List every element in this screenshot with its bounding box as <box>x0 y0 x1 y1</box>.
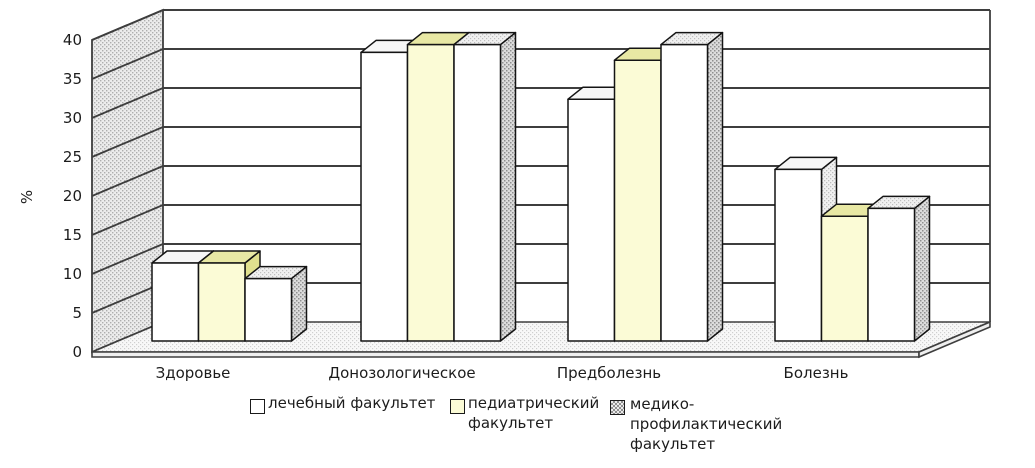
category-label: Болезнь <box>784 364 849 382</box>
legend-label: педиатрический факультет <box>468 394 600 432</box>
floor-slab-front <box>91 351 920 358</box>
legend-swatch-yellow <box>450 399 465 414</box>
chart-axis-text: 0 5 10 15 20 25 30 35 40 Здоровье Донозологическое… <box>18 31 848 382</box>
wall-gridline <box>91 204 164 236</box>
legend-label: медико- профилактический факультет <box>630 395 783 453</box>
y-tick-label: 30 <box>63 109 82 127</box>
wall-gridline <box>91 9 164 41</box>
y-tick-label: 5 <box>72 304 82 322</box>
y-tick-label: 0 <box>72 343 82 361</box>
wall-gridline <box>91 165 164 197</box>
floor-slab-side <box>918 320 991 359</box>
category-label: Здоровье <box>156 364 231 382</box>
chart-bars <box>151 31 931 342</box>
y-tick-label: 35 <box>63 70 82 88</box>
bar-Здоровье-s3 <box>244 265 308 342</box>
y-tick-label: 10 <box>63 265 82 283</box>
legend-swatch-white <box>250 399 265 414</box>
wall-gridline <box>91 87 164 119</box>
y-tick-label: 25 <box>63 148 82 166</box>
wall-gridline <box>91 126 164 158</box>
legend-label: лечебный факультет <box>268 394 436 412</box>
wall-gridline <box>91 282 164 314</box>
y-tick-label: 15 <box>63 226 82 244</box>
bar-Болезнь-s3 <box>867 195 931 342</box>
y-axis-title: % <box>18 190 36 204</box>
legend-swatch-gray-dotted <box>610 400 625 415</box>
wall-gridline <box>91 243 164 275</box>
category-label: Предболезнь <box>557 364 661 382</box>
category-label: Донозологическое <box>328 364 475 382</box>
bar-Предболезнь-s3 <box>660 31 724 342</box>
wall-gridline <box>91 48 164 80</box>
y-tick-label: 20 <box>63 187 82 205</box>
y-tick-label: 40 <box>63 31 82 49</box>
bar-Донозологическое-s3 <box>453 31 517 342</box>
